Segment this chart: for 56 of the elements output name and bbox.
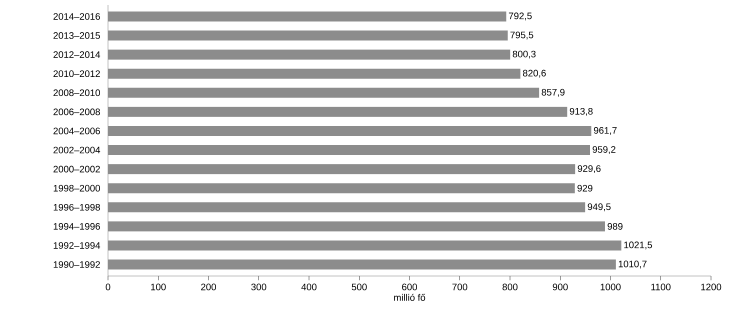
- data-label: 929,6: [578, 165, 601, 174]
- x-tick-label: 200: [201, 284, 216, 290]
- data-label: 961,7: [594, 127, 617, 135]
- bar: [108, 106, 568, 117]
- x-tick-label: 100: [151, 284, 166, 290]
- data-label: 820,6: [522, 70, 546, 78]
- y-tick-label: 2010–2012: [53, 70, 100, 78]
- data-label: 792,5: [508, 12, 532, 20]
- bar: [108, 202, 586, 212]
- data-label: 1010,7: [618, 260, 647, 268]
- y-tick-label: 1996–1998: [54, 204, 100, 211]
- x-tick-label: 1100: [651, 284, 671, 290]
- x-tick-label: 300: [251, 284, 266, 290]
- y-tick-label: 2006–2008: [53, 108, 100, 116]
- x-tick-label: 500: [352, 284, 367, 290]
- bar: [108, 30, 508, 41]
- y-tick-label: 2002–2004: [53, 146, 100, 154]
- data-label: 1021,5: [624, 242, 652, 250]
- data-label: 913,8: [570, 108, 593, 116]
- x-tick-label: 700: [452, 284, 468, 290]
- y-tick-label: 2014–2016: [53, 13, 100, 20]
- data-label: 929: [577, 184, 592, 192]
- bar: [108, 183, 575, 194]
- x-axis-title: millió fő: [394, 294, 426, 301]
- data-label: 959,2: [592, 146, 616, 154]
- x-tick-label: 1000: [600, 284, 621, 290]
- y-tick-label: 2012–2014: [53, 51, 100, 58]
- y-tick-label: 1998–2000: [54, 184, 100, 192]
- bar: [108, 145, 590, 156]
- y-tick-label: 1994–1996: [54, 223, 100, 230]
- x-tick-label: 600: [402, 284, 418, 290]
- data-label: 989: [608, 223, 623, 230]
- y-tick-label: 2004–2006: [53, 128, 100, 134]
- y-tick-label: 2013–2015: [53, 32, 100, 39]
- bar: [108, 221, 605, 232]
- bar: [108, 68, 520, 79]
- bar: [108, 240, 622, 250]
- y-tick-label: 2000–2002: [53, 166, 100, 172]
- y-tick-label: 1992–1994: [54, 242, 100, 249]
- bar: [108, 50, 510, 60]
- y-tick-label: 2008–2010: [53, 89, 100, 96]
- bar: [108, 164, 576, 174]
- y-tick-label: 1990–1992: [54, 261, 100, 268]
- bar: [108, 260, 616, 270]
- bar: [108, 11, 506, 22]
- x-tick-label: 800: [502, 284, 518, 290]
- bar: [108, 126, 592, 136]
- data-label: 800,3: [512, 50, 536, 59]
- x-tick-label: 900: [552, 284, 568, 290]
- bar: [108, 88, 540, 98]
- x-tick-label: 0: [106, 284, 110, 290]
- x-tick-label: 1200: [701, 284, 722, 290]
- data-label: 857,9: [542, 88, 565, 97]
- x-tick-label: 400: [301, 284, 317, 290]
- data-label: 795,5: [510, 32, 534, 40]
- data-label: 949,5: [588, 203, 611, 212]
